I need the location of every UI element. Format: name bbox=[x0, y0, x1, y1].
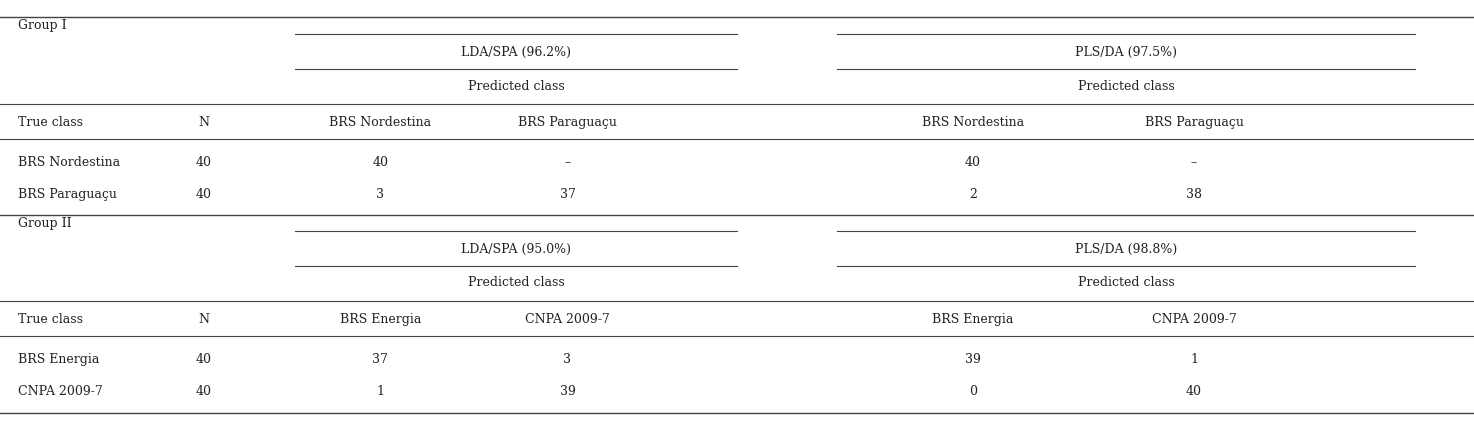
Text: Predicted class: Predicted class bbox=[1077, 80, 1175, 92]
Text: CNPA 2009-7: CNPA 2009-7 bbox=[525, 313, 610, 326]
Text: BRS Nordestina: BRS Nordestina bbox=[329, 116, 432, 129]
Text: 37: 37 bbox=[373, 353, 388, 366]
Text: N: N bbox=[198, 116, 209, 129]
Text: 40: 40 bbox=[1187, 385, 1201, 398]
Text: Group II: Group II bbox=[18, 217, 71, 230]
Text: 40: 40 bbox=[196, 188, 211, 201]
Text: BRS Nordestina: BRS Nordestina bbox=[18, 156, 119, 169]
Text: CNPA 2009-7: CNPA 2009-7 bbox=[1151, 313, 1237, 326]
Text: Predicted class: Predicted class bbox=[467, 80, 565, 92]
Text: 38: 38 bbox=[1187, 188, 1201, 201]
Text: True class: True class bbox=[18, 116, 83, 129]
Text: BRS Paraguaçu: BRS Paraguaçu bbox=[517, 116, 618, 129]
Text: 2: 2 bbox=[968, 188, 977, 201]
Text: BRS Energia: BRS Energia bbox=[339, 313, 422, 326]
Text: BRS Energia: BRS Energia bbox=[18, 353, 99, 366]
Text: 39: 39 bbox=[560, 385, 575, 398]
Text: 3: 3 bbox=[563, 353, 572, 366]
Text: BRS Paraguaçu: BRS Paraguaçu bbox=[18, 188, 116, 201]
Text: Predicted class: Predicted class bbox=[1077, 276, 1175, 289]
Text: N: N bbox=[198, 313, 209, 326]
Text: BRS Nordestina: BRS Nordestina bbox=[921, 116, 1024, 129]
Text: PLS/DA (97.5%): PLS/DA (97.5%) bbox=[1075, 46, 1178, 59]
Text: PLS/DA (98.8%): PLS/DA (98.8%) bbox=[1075, 243, 1178, 256]
Text: 37: 37 bbox=[560, 188, 575, 201]
Text: 40: 40 bbox=[196, 156, 211, 169]
Text: Predicted class: Predicted class bbox=[467, 276, 565, 289]
Text: 1: 1 bbox=[1190, 353, 1198, 366]
Text: LDA/SPA (95.0%): LDA/SPA (95.0%) bbox=[461, 243, 570, 256]
Text: CNPA 2009-7: CNPA 2009-7 bbox=[18, 385, 102, 398]
Text: 39: 39 bbox=[965, 353, 980, 366]
Text: 40: 40 bbox=[373, 156, 388, 169]
Text: BRS Paraguaçu: BRS Paraguaçu bbox=[1144, 116, 1244, 129]
Text: True class: True class bbox=[18, 313, 83, 326]
Text: LDA/SPA (96.2%): LDA/SPA (96.2%) bbox=[461, 46, 570, 59]
Text: –: – bbox=[1191, 156, 1197, 169]
Text: 1: 1 bbox=[376, 385, 385, 398]
Text: 40: 40 bbox=[196, 353, 211, 366]
Text: 40: 40 bbox=[196, 385, 211, 398]
Text: 3: 3 bbox=[376, 188, 385, 201]
Text: –: – bbox=[565, 156, 570, 169]
Text: Group I: Group I bbox=[18, 19, 66, 32]
Text: BRS Energia: BRS Energia bbox=[932, 313, 1014, 326]
Text: 40: 40 bbox=[965, 156, 980, 169]
Text: 0: 0 bbox=[968, 385, 977, 398]
